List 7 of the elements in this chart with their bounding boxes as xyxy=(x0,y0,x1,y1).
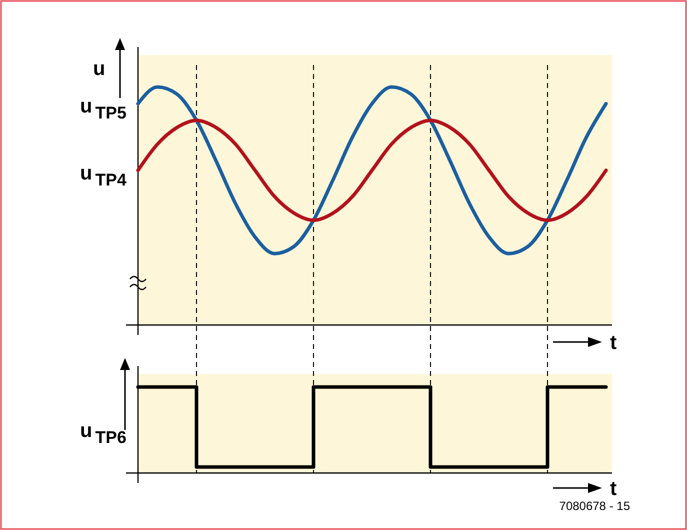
y-axis-title: u$_{TP6}$ xyxy=(80,420,126,448)
series-label: u$_{TP4}$ xyxy=(80,162,127,190)
y-axis-title: u xyxy=(93,58,106,80)
series-label: u$_{TP5}$ xyxy=(80,96,126,123)
text: 7080678 - 15 xyxy=(559,499,630,513)
x-axis-title: t xyxy=(610,478,617,500)
x-axis-title: t xyxy=(610,332,617,354)
